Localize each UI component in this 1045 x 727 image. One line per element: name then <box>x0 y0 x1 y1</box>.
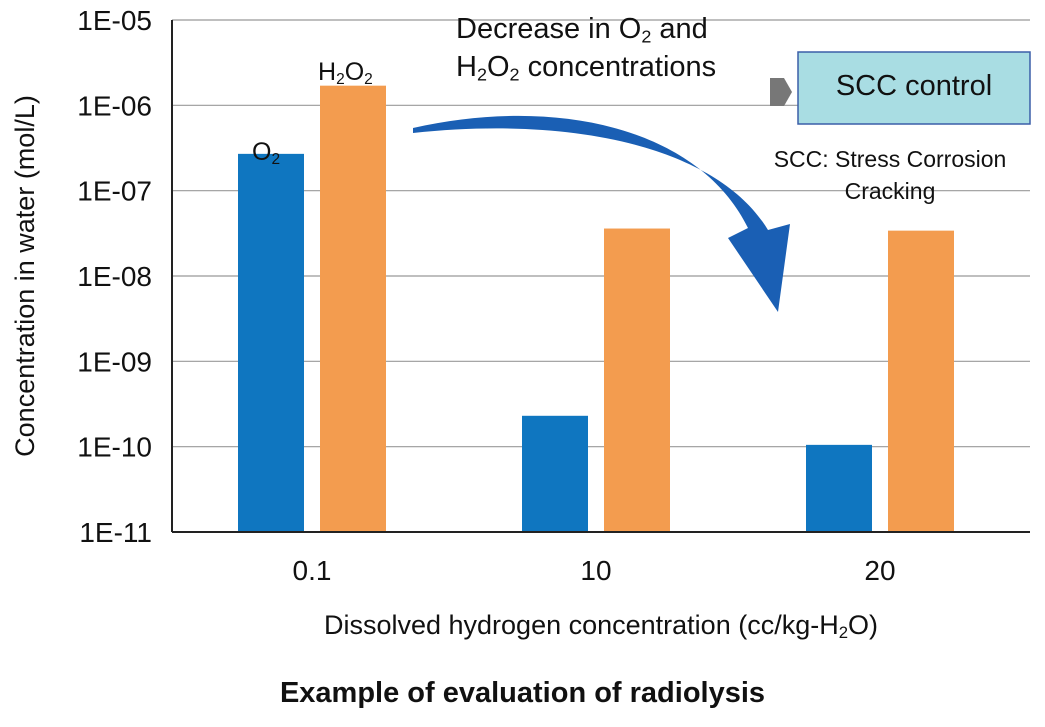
y-tick-label: 1E-07 <box>77 176 152 207</box>
o2-label-sub: 2 <box>271 150 281 168</box>
decrease-curved-arrow-icon <box>413 115 790 312</box>
x-tick-labels: 0.1 10 20 <box>293 555 896 586</box>
text-part: Decrease in O <box>456 13 642 45</box>
text-part: Dissolved hydrogen concentration (cc/kg-… <box>323 610 839 640</box>
text-sub: 2 <box>641 26 652 47</box>
text-sub: 2 <box>838 623 849 643</box>
o2-label-base: O <box>252 138 272 166</box>
y-tick-label: 1E-10 <box>77 432 152 463</box>
decrease-annotation: Decrease in O2 and H2O2 concentrations <box>456 10 716 86</box>
scc-note-line-2: Cracking <box>844 178 936 204</box>
text-sub: 2 <box>509 64 520 85</box>
text-part: concentrations <box>519 51 717 83</box>
h2o2-label-sub: 2 <box>364 70 373 88</box>
gray-arrow-icon <box>770 78 792 106</box>
decrease-line-1: Decrease in O2 and <box>456 10 716 48</box>
text-part: O <box>486 51 510 83</box>
scc-control-box <box>797 51 1031 125</box>
y-tick-label: 1E-08 <box>77 261 152 292</box>
bars <box>238 85 954 532</box>
y-tick-label: 1E-06 <box>77 90 152 121</box>
x-tick-label: 0.1 <box>293 555 332 586</box>
y-tick-label: 1E-11 <box>79 517 152 548</box>
y-tick-label: 1E-05 <box>77 5 152 36</box>
bar-h2o2-10 <box>604 228 670 532</box>
x-tick-label: 10 <box>580 555 611 586</box>
bar-h2o2-0.1 <box>320 85 386 532</box>
text-part: O) <box>848 610 879 640</box>
gridlines <box>172 19 1030 448</box>
text-sub: 2 <box>476 64 487 85</box>
scc-note: SCC: Stress Corrosion Cracking <box>740 143 1040 207</box>
y-tick-label: 1E-09 <box>77 346 152 377</box>
x-axis-label: Dissolved hydrogen concentration (cc/kg-… <box>172 610 1030 641</box>
x-tick-label: 20 <box>864 555 895 586</box>
decrease-line-2: H2O2 concentrations <box>456 48 716 86</box>
bar-o2-0.1 <box>238 153 304 532</box>
scc-control-label: SCC control <box>835 70 993 102</box>
figure-caption: Example of evaluation of radiolysis <box>279 677 766 709</box>
text-part: and <box>651 13 708 45</box>
h2o2-label-sub: 2 <box>336 70 345 88</box>
h2o2-series-label: H2O2 <box>318 58 373 87</box>
o2-series-label: O2 <box>252 138 280 167</box>
scc-note-line-1: SCC: Stress Corrosion <box>773 146 1007 172</box>
h2o2-label-part: H <box>318 58 337 86</box>
text-part: H <box>456 51 477 83</box>
y-tick-labels: 1E-11 1E-10 1E-09 1E-08 1E-07 1E-06 1E-05 <box>77 5 152 548</box>
y-axis-label: Concentration in water (mol/L) <box>10 95 40 457</box>
h2o2-label-part: O <box>344 58 365 86</box>
bar-o2-10 <box>522 415 588 532</box>
bar-o2-20 <box>806 444 872 532</box>
bar-h2o2-20 <box>888 230 954 532</box>
